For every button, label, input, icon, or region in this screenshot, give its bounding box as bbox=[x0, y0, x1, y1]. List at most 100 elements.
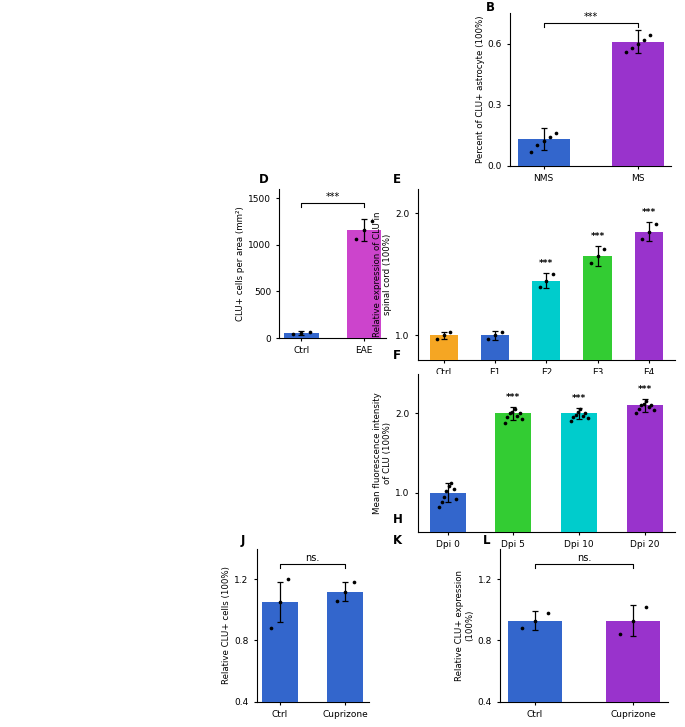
Bar bbox=[584, 256, 612, 457]
Point bbox=[541, 275, 552, 286]
Point bbox=[640, 395, 651, 407]
Point bbox=[509, 403, 520, 415]
Y-axis label: Relative CLU+ cells (100%): Relative CLU+ cells (100%) bbox=[223, 566, 232, 684]
Bar bbox=[495, 413, 532, 571]
Point bbox=[438, 329, 449, 341]
Text: L: L bbox=[483, 534, 490, 547]
Bar bbox=[612, 41, 664, 166]
Point bbox=[432, 333, 443, 345]
Point bbox=[626, 42, 637, 54]
Point bbox=[283, 574, 294, 585]
Point bbox=[446, 477, 457, 489]
Bar bbox=[508, 621, 562, 727]
Point bbox=[582, 412, 593, 424]
Text: ***: *** bbox=[506, 393, 521, 402]
Point bbox=[634, 403, 645, 415]
Point bbox=[565, 415, 576, 427]
Point bbox=[645, 400, 656, 411]
Point bbox=[643, 401, 654, 413]
Text: E: E bbox=[393, 173, 401, 186]
Point bbox=[580, 407, 590, 419]
Text: H: H bbox=[393, 513, 403, 526]
Point bbox=[296, 327, 307, 339]
Text: ***: *** bbox=[325, 191, 340, 201]
Text: D: D bbox=[259, 173, 269, 186]
Bar bbox=[429, 335, 458, 457]
Point bbox=[648, 404, 659, 416]
Point bbox=[434, 501, 445, 513]
Point bbox=[304, 326, 315, 337]
Point bbox=[512, 410, 523, 422]
Text: ***: *** bbox=[642, 208, 656, 217]
Point bbox=[620, 46, 631, 57]
Text: J: J bbox=[241, 534, 245, 547]
Point bbox=[441, 485, 452, 497]
Point bbox=[275, 596, 286, 608]
Point bbox=[636, 400, 647, 411]
Point bbox=[358, 224, 369, 236]
Text: ***: *** bbox=[584, 12, 598, 22]
Y-axis label: Relative expression of CLU in
spinal cord (100%): Relative expression of CLU in spinal cor… bbox=[373, 212, 393, 337]
Point bbox=[443, 481, 454, 492]
Point bbox=[538, 135, 549, 147]
Point bbox=[570, 409, 581, 421]
Point bbox=[516, 622, 527, 634]
Point bbox=[490, 329, 501, 341]
Point bbox=[451, 493, 462, 505]
Point bbox=[615, 629, 626, 640]
Bar bbox=[627, 406, 663, 571]
Text: B: B bbox=[486, 1, 495, 15]
Point bbox=[445, 326, 456, 337]
Point bbox=[573, 406, 584, 417]
Bar bbox=[561, 413, 597, 571]
Bar bbox=[518, 140, 569, 166]
Point bbox=[577, 410, 588, 422]
Point bbox=[499, 417, 510, 429]
Point bbox=[545, 132, 556, 143]
Y-axis label: Relative CLU+ expression
(100%): Relative CLU+ expression (100%) bbox=[455, 570, 475, 680]
Y-axis label: Percent of CLU+ astrocyte (100%): Percent of CLU+ astrocyte (100%) bbox=[476, 16, 485, 163]
Text: ns.: ns. bbox=[306, 553, 320, 563]
Point bbox=[586, 257, 597, 269]
Point bbox=[516, 413, 527, 425]
Point bbox=[627, 615, 638, 627]
Bar bbox=[635, 232, 663, 457]
Point bbox=[288, 329, 299, 340]
Point bbox=[504, 407, 515, 419]
Point bbox=[266, 622, 277, 634]
Point bbox=[592, 250, 603, 262]
Point bbox=[349, 577, 360, 588]
Y-axis label: Mean fluorescence intensity
of CLU (100%): Mean fluorescence intensity of CLU (100%… bbox=[373, 392, 393, 514]
Point bbox=[568, 411, 579, 423]
Point bbox=[632, 38, 643, 49]
Point bbox=[340, 586, 351, 598]
Point bbox=[599, 243, 610, 254]
Bar bbox=[429, 493, 466, 571]
Text: ***: *** bbox=[590, 232, 605, 241]
Point bbox=[645, 30, 656, 41]
Point bbox=[551, 127, 562, 139]
Point bbox=[436, 497, 447, 508]
Point bbox=[507, 406, 518, 417]
Point bbox=[643, 226, 654, 238]
Point bbox=[530, 615, 540, 627]
Point bbox=[514, 407, 525, 419]
Text: F: F bbox=[393, 349, 401, 362]
Point bbox=[332, 595, 342, 606]
Text: ***: *** bbox=[572, 394, 586, 403]
Point bbox=[448, 483, 459, 494]
Point bbox=[483, 333, 494, 345]
Point bbox=[640, 601, 651, 613]
Bar bbox=[284, 333, 319, 338]
Point bbox=[638, 33, 649, 45]
Bar bbox=[262, 602, 298, 727]
Point bbox=[350, 233, 361, 245]
Bar bbox=[347, 230, 381, 338]
Point bbox=[650, 219, 661, 230]
Point bbox=[526, 145, 537, 157]
Y-axis label: CLU+ cells per area (mm²): CLU+ cells per area (mm²) bbox=[236, 206, 245, 321]
Bar bbox=[481, 335, 509, 457]
Point bbox=[637, 233, 648, 245]
Point bbox=[534, 281, 545, 292]
Point bbox=[532, 140, 543, 151]
